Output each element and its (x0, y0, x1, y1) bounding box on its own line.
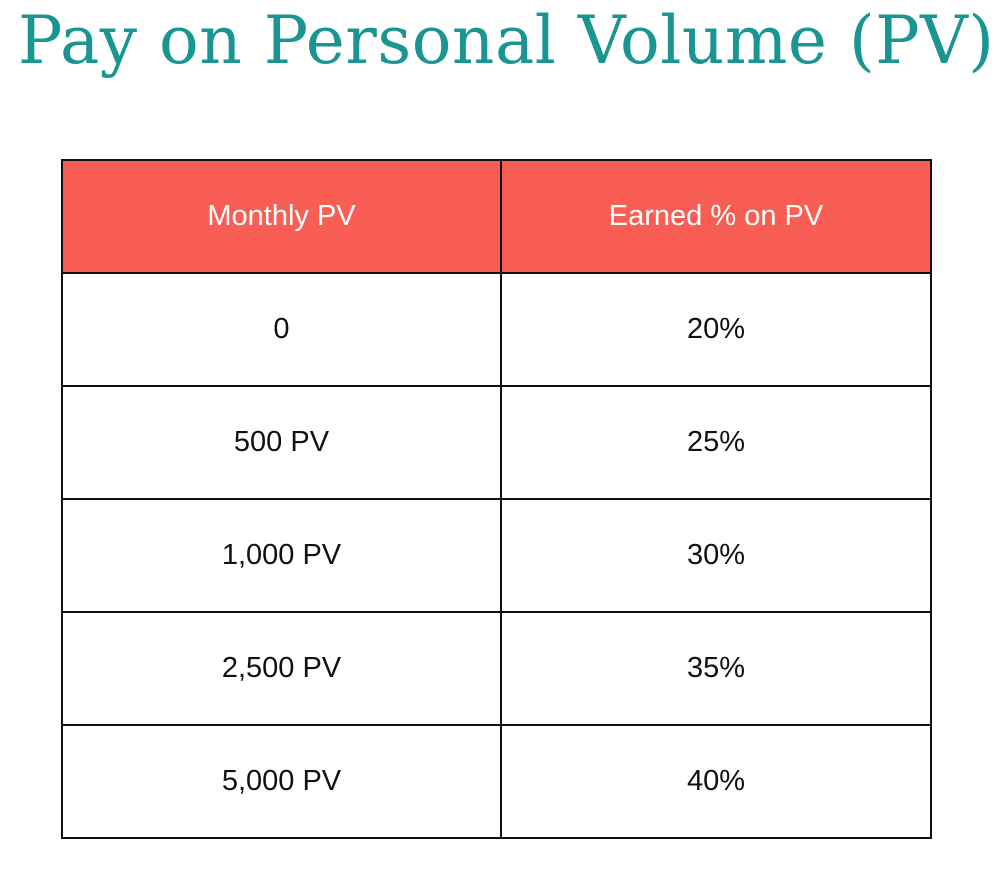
monthly-pv-cell: 2,500 PV (61, 611, 502, 726)
earned-percent-cell: 40% (500, 724, 932, 839)
monthly-pv-cell: 5,000 PV (61, 724, 502, 839)
earned-percent-cell: 35% (500, 611, 932, 726)
earned-percent-cell: 20% (500, 272, 932, 387)
monthly-pv-cell: 1,000 PV (61, 498, 502, 613)
page-title: Pay on Personal Volume (PV) (18, 2, 995, 79)
monthly-pv-cell: 0 (61, 272, 502, 387)
table-row: 5,000 PV 40% (61, 724, 932, 839)
earned-percent-cell: 25% (500, 385, 932, 500)
pv-pay-table: Monthly PV Earned % on PV 0 20% 500 PV 2… (61, 159, 932, 839)
monthly-pv-cell: 500 PV (61, 385, 502, 500)
table-row: 2,500 PV 35% (61, 611, 932, 726)
table-row: 1,000 PV 30% (61, 498, 932, 613)
table-row: 500 PV 25% (61, 385, 932, 500)
earned-percent-cell: 30% (500, 498, 932, 613)
header-earned-percent: Earned % on PV (500, 159, 932, 274)
table-row: 0 20% (61, 272, 932, 387)
header-monthly-pv: Monthly PV (61, 159, 502, 274)
table-header-row: Monthly PV Earned % on PV (61, 159, 932, 274)
